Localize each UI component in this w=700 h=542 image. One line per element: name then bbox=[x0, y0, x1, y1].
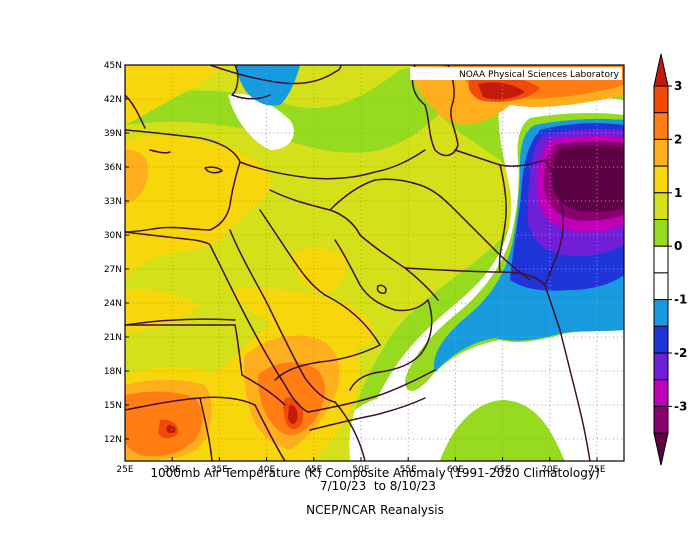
colorbar-segment bbox=[653, 379, 669, 407]
lon-tick-label: 35E bbox=[211, 465, 228, 475]
colorbar-segment bbox=[653, 165, 669, 194]
lon-tick-label: 45E bbox=[305, 465, 322, 475]
colorbar-ticks: 3 2 1 0 -1 -2 -3 bbox=[668, 79, 687, 413]
colorbar-tick-label: 3 bbox=[674, 79, 682, 93]
longitude-ticks: 25E 30E 35E 40E 45E 50E 55E 60E 65E 70E 75E bbox=[116, 457, 606, 475]
lat-tick-label: 15N bbox=[104, 401, 122, 411]
country-borders bbox=[125, 65, 591, 461]
colorbar-top-arrow bbox=[653, 53, 669, 87]
credit-text: NOAA Physical Sciences Laboratory bbox=[459, 70, 620, 80]
colorbar-segment bbox=[653, 138, 669, 167]
credit-box bbox=[410, 67, 622, 80]
colorbar-tick-label: -1 bbox=[674, 293, 687, 307]
caption-dates: 7/10/23 to 8/10/23 bbox=[320, 479, 436, 493]
caption-source: NCEP/NCAR Reanalysis bbox=[306, 503, 444, 517]
map-frame bbox=[124, 64, 625, 462]
anomaly-field bbox=[125, 65, 624, 461]
lon-tick-label: 60E bbox=[447, 465, 464, 475]
colorbar-segment bbox=[653, 192, 669, 221]
lat-tick-label: 36N bbox=[104, 163, 122, 173]
lon-tick-label: 70E bbox=[541, 465, 558, 475]
colorbar-tick-label: 1 bbox=[674, 186, 682, 200]
lon-tick-label: 55E bbox=[400, 465, 417, 475]
lat-tick-label: 30N bbox=[104, 231, 122, 241]
colorbar-segment bbox=[653, 299, 669, 327]
colorbar-segment bbox=[653, 112, 669, 140]
lat-tick-label: 12N bbox=[104, 435, 122, 445]
lat-tick-label: 27N bbox=[104, 265, 122, 275]
lon-tick-label: 75E bbox=[588, 465, 605, 475]
colorbar-segment bbox=[653, 352, 669, 381]
lon-tick-label: 30E bbox=[164, 465, 181, 475]
lon-tick-label: 65E bbox=[494, 465, 511, 475]
caption-title: 1000mb Air Temperature (K) Composite Ano… bbox=[150, 466, 599, 480]
colorbar bbox=[653, 53, 669, 466]
colorbar-tick-label: 0 bbox=[674, 239, 682, 253]
colorbar-bottom-arrow bbox=[653, 432, 669, 466]
lat-tick-label: 42N bbox=[104, 95, 122, 105]
lat-tick-label: 33N bbox=[104, 197, 122, 207]
colorbar-tick-label: -2 bbox=[674, 346, 687, 360]
lat-tick-label: 45N bbox=[104, 61, 122, 71]
lon-tick-label: 25E bbox=[116, 465, 133, 475]
lat-tick-label: 39N bbox=[104, 129, 122, 139]
colorbar-segment bbox=[653, 325, 669, 354]
lat-tick-label: 18N bbox=[104, 367, 122, 377]
colorbar-segment bbox=[653, 85, 669, 114]
latitude-ticks: 45N 42N 39N 36N 33N 30N 27N 24N 21N 18N 15N 12N bbox=[104, 61, 129, 445]
colorbar-tick-label: -3 bbox=[674, 399, 687, 413]
lat-tick-label: 21N bbox=[104, 333, 122, 343]
lon-tick-label: 40E bbox=[258, 465, 275, 475]
colorbar-tick-label: 2 bbox=[674, 132, 682, 146]
colorbar-segment bbox=[653, 405, 669, 434]
lon-tick-label: 50E bbox=[352, 465, 369, 475]
colorbar-segment bbox=[653, 245, 669, 274]
lat-tick-label: 24N bbox=[104, 299, 122, 309]
colorbar-segment bbox=[653, 219, 669, 247]
colorbar-segment bbox=[653, 272, 669, 301]
